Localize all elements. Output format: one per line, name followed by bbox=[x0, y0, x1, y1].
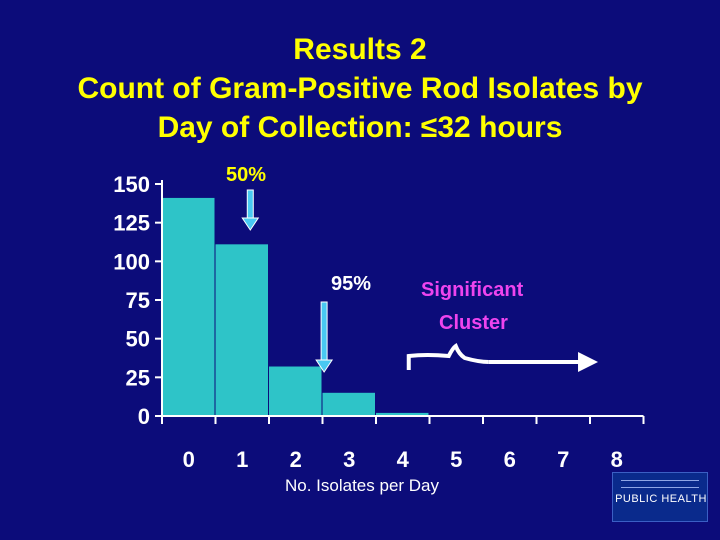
y-tick-label-50: 50 bbox=[126, 327, 150, 352]
bar-3 bbox=[322, 392, 375, 416]
title-line-1: Results 2 bbox=[293, 33, 427, 66]
logo-rule bbox=[621, 480, 699, 488]
x-tick-label-7: 7 bbox=[557, 447, 569, 472]
arrow-50-percent-icon-shaft bbox=[246, 189, 254, 221]
bar-1 bbox=[215, 244, 268, 416]
bar-4 bbox=[376, 412, 429, 416]
x-tick-label-5: 5 bbox=[450, 447, 462, 472]
x-axis-label: No. Isolates per Day bbox=[285, 476, 440, 495]
y-tick-label-125: 125 bbox=[113, 211, 150, 236]
annotation-50-percent: 50% bbox=[226, 164, 267, 186]
bar-2 bbox=[269, 366, 322, 416]
annotation-95-percent: 95% bbox=[331, 273, 372, 295]
y-tick-label-75: 75 bbox=[126, 288, 150, 313]
y-tick-label-150: 150 bbox=[113, 172, 150, 197]
title-line-3: Day of Collection: ≤32 hours bbox=[157, 111, 563, 144]
arrow-50-percent-icon-head bbox=[241, 217, 260, 231]
cluster-bracket-icon bbox=[406, 342, 489, 370]
x-tick-label-4: 4 bbox=[397, 447, 410, 472]
x-tick-label-1: 1 bbox=[236, 447, 248, 472]
y-tick-label-0: 0 bbox=[138, 404, 150, 429]
x-tick-label-2: 2 bbox=[290, 447, 302, 472]
x-tick-label-3: 3 bbox=[343, 447, 355, 472]
page-title: Results 2 Count of Gram-Positive Rod Iso… bbox=[0, 30, 720, 147]
logo-text: PUBLIC HEALTH bbox=[615, 493, 707, 505]
cluster-arrow-head-icon bbox=[578, 352, 599, 372]
annotation-significant: Significant bbox=[421, 279, 524, 301]
x-tick-label-8: 8 bbox=[611, 447, 623, 472]
public-health-logo-icon: PUBLIC HEALTH bbox=[612, 472, 708, 522]
bar-0 bbox=[162, 197, 215, 416]
arrow-95-percent-icon-shaft bbox=[320, 301, 328, 363]
x-tick-label-6: 6 bbox=[504, 447, 516, 472]
arrow-95-percent-icon-head bbox=[315, 359, 334, 373]
title-line-2: Count of Gram-Positive Rod Isolates by bbox=[77, 72, 643, 105]
x-tick-label-0: 0 bbox=[183, 447, 195, 472]
annotation-cluster: Cluster bbox=[439, 312, 508, 334]
y-tick-label-100: 100 bbox=[113, 249, 150, 274]
y-tick-label-25: 25 bbox=[126, 365, 150, 390]
